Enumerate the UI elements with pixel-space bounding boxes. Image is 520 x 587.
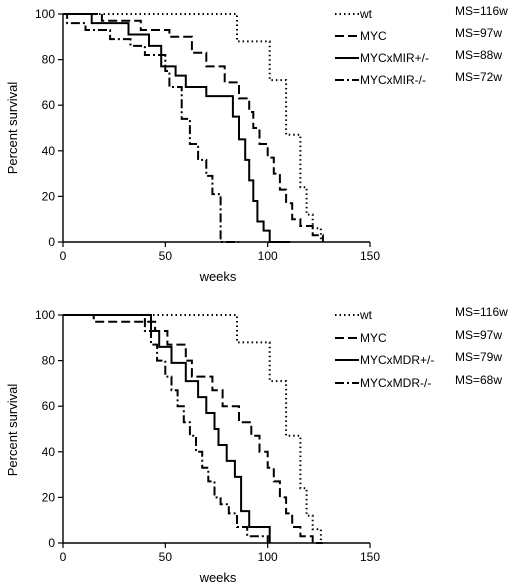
y-tick-label: 40 (42, 445, 56, 459)
series-line-mycxmir (63, 13, 291, 243)
median-survival-label: MS=79w (455, 350, 502, 364)
y-tick-label: 20 (42, 490, 56, 504)
median-survival-label: MS=97w (455, 328, 502, 342)
y-tick-label: 60 (42, 98, 56, 112)
x-tick-label: 100 (258, 550, 278, 564)
survival-chart-top: 0 20 40 60 80 100 0 50 100 150 Percent survival w… (5, 4, 508, 284)
median-survival-label: MS=72w (455, 70, 502, 84)
legend: wt MS=116w MYC MS=97w MYCxMIR+/- MS=88w MYCxMI… (335, 4, 508, 87)
y-tick-label: 20 (42, 189, 56, 203)
series-line-myc (63, 314, 323, 544)
x-tick-label: 150 (360, 249, 380, 263)
y-tick-label: 0 (48, 536, 55, 550)
median-survival-label: MS=88w (455, 48, 502, 62)
x-tick-label: 50 (159, 550, 173, 564)
y-tick-label: 100 (35, 308, 55, 322)
x-tick-label: 0 (60, 249, 67, 263)
y-tick-label: 80 (42, 354, 56, 368)
axes: 0 20 40 60 80 100 0 50 100 150 (35, 7, 380, 263)
median-survival-label: MS=116w (455, 4, 508, 18)
x-tick-label: 50 (159, 249, 173, 263)
legend-label: wt (359, 308, 373, 322)
legend-label: MYCxMIR+/- (360, 51, 429, 65)
median-survival-label: MS=97w (455, 26, 502, 40)
series-line-myc (63, 13, 324, 242)
x-tick-label: 150 (360, 550, 380, 564)
survival-curves (63, 13, 324, 243)
axes: 0 20 40 60 80 100 0 50 100 150 (35, 308, 380, 564)
series-line-wt (63, 13, 322, 242)
y-tick-label: 0 (48, 235, 55, 249)
median-survival-label: MS=68w (455, 373, 502, 387)
y-tick-label: 100 (35, 7, 55, 21)
y-axis-title: Percent survival (5, 384, 20, 477)
series-line-mycxmdr (63, 314, 271, 543)
legend-label: wt (359, 7, 373, 21)
survival-curves (63, 314, 323, 544)
legend-label: MYC (360, 29, 387, 43)
legend-label: MYCxMIR-/- (360, 73, 426, 87)
x-tick-label: 0 (60, 550, 67, 564)
legend-label: MYCxMDR-/- (360, 376, 431, 390)
x-tick-label: 100 (258, 249, 278, 263)
legend-label: MYCxMDR+/- (360, 353, 434, 367)
series-line-wt (63, 314, 322, 543)
legend: wt MS=116w MYC MS=97w MYCxMDR+/- MS=79w MYCxMD… (335, 305, 508, 390)
x-axis-title: weeks (199, 570, 237, 585)
median-survival-label: MS=116w (455, 305, 508, 319)
y-tick-label: 60 (42, 399, 56, 413)
survival-chart-bottom: 0 20 40 60 80 100 0 50 100 150 Percent survival w… (5, 305, 508, 585)
y-tick-label: 80 (42, 53, 56, 67)
y-axis-title: Percent survival (5, 82, 20, 175)
series-line-mycxmdr (63, 314, 269, 543)
legend-label: MYC (360, 331, 387, 345)
x-axis-title: weeks (199, 269, 237, 284)
series-line-mycxmir (63, 13, 239, 243)
y-tick-label: 40 (42, 144, 56, 158)
